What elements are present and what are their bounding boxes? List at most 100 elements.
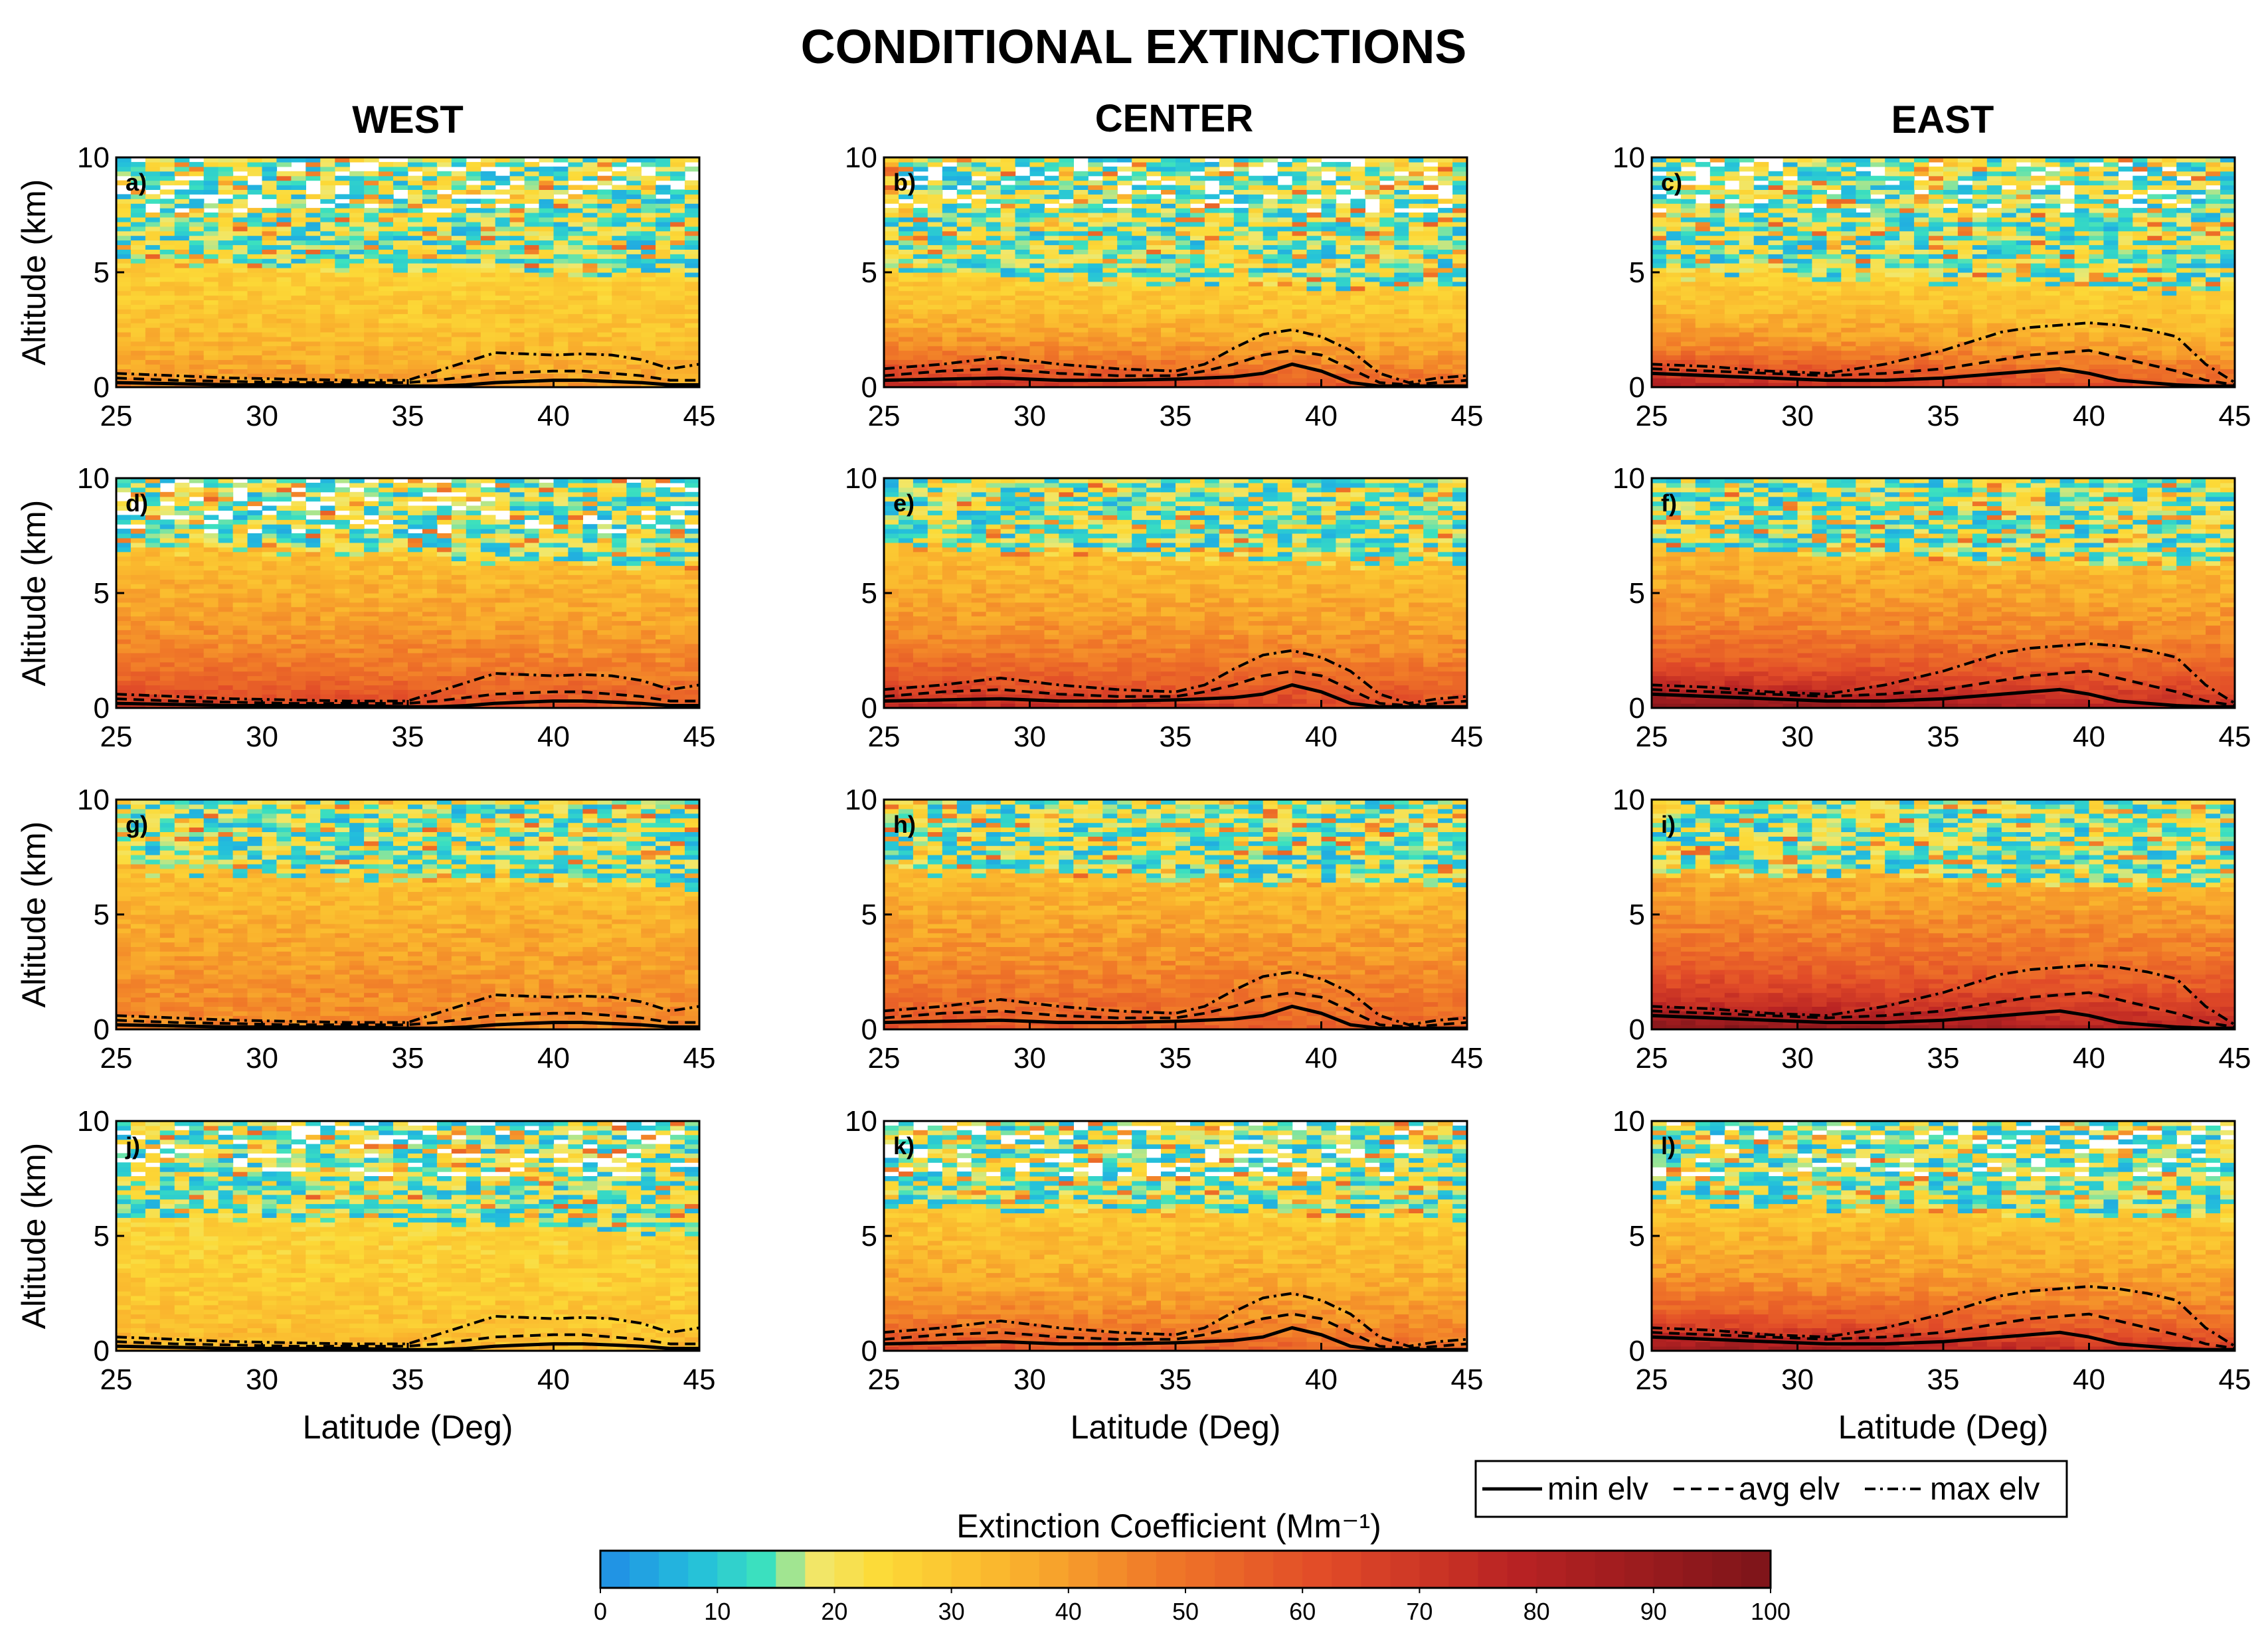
heatmap-cell — [495, 249, 511, 254]
heatmap-cell — [1709, 359, 1725, 365]
heatmap-cell — [1870, 350, 1885, 356]
heatmap-cell — [641, 300, 656, 305]
heatmap-cell — [130, 383, 146, 388]
heatmap-cell — [1957, 249, 1973, 254]
heatmap-cell — [364, 345, 379, 351]
heatmap-cell — [1350, 276, 1365, 282]
heatmap-cell — [927, 355, 943, 361]
heatmap-cell — [568, 276, 583, 282]
heatmap-cell — [641, 249, 656, 254]
heatmap-cell — [130, 240, 146, 246]
heatmap-cell — [927, 300, 943, 305]
heatmap-cell — [1044, 226, 1060, 232]
heatmap-cell — [1350, 213, 1365, 218]
heatmap-cell — [1423, 199, 1439, 204]
heatmap-cell — [1739, 345, 1755, 351]
heatmap-cell — [1856, 336, 1871, 342]
heatmap-cell — [379, 313, 394, 319]
heatmap-cell — [655, 290, 671, 296]
heatmap-cell — [1350, 350, 1365, 356]
heatmap-cell — [349, 240, 365, 246]
heatmap-cell — [1029, 249, 1045, 254]
heatmap-cell — [1204, 345, 1220, 351]
heatmap-cell — [1452, 254, 1468, 259]
heatmap-cell — [1826, 208, 1842, 213]
heatmap-cell — [1015, 268, 1031, 273]
heatmap-cell — [130, 203, 146, 209]
heatmap-cell — [1972, 171, 1988, 177]
heatmap-cell — [1438, 244, 1453, 250]
heatmap-cell — [1263, 185, 1278, 190]
heatmap-cell — [291, 185, 306, 190]
heatmap-cell — [626, 313, 642, 319]
heatmap-cell — [913, 300, 928, 305]
heatmap-cell — [174, 203, 190, 209]
heatmap-cell — [1263, 263, 1278, 268]
heatmap-cell — [1190, 318, 1205, 323]
heatmap-cell — [1365, 185, 1380, 190]
heatmap-cell — [436, 300, 452, 305]
heatmap-cell — [655, 359, 671, 365]
heatmap-cell — [247, 240, 263, 246]
heatmap-cell — [1929, 244, 1944, 250]
heatmap-cell — [480, 369, 496, 374]
heatmap-cell — [942, 258, 958, 264]
heatmap-cell — [1161, 199, 1176, 204]
heatmap-cell — [1336, 309, 1351, 314]
heatmap-cell — [379, 171, 394, 177]
heatmap-cell — [1292, 373, 1308, 379]
heatmap-cell — [539, 240, 555, 246]
heatmap-cell — [305, 175, 321, 181]
heatmap-cell — [1870, 332, 1885, 337]
heatmap-cell — [1204, 309, 1220, 314]
heatmap-cell — [685, 185, 700, 190]
heatmap-cell — [1088, 309, 1103, 314]
heatmap-cell — [1666, 304, 1682, 309]
heatmap-cell — [218, 230, 234, 236]
heatmap-cell — [1438, 258, 1453, 264]
heatmap-cell — [1885, 304, 1900, 309]
heatmap-cell — [1972, 203, 1988, 209]
heatmap-cell — [1768, 350, 1784, 356]
heatmap-cell — [1885, 189, 1900, 195]
heatmap-cell — [349, 230, 365, 236]
heatmap-cell — [466, 350, 481, 356]
heatmap-cell — [466, 208, 481, 213]
heatmap-cell — [189, 258, 205, 264]
heatmap-cell — [1029, 226, 1045, 232]
heatmap-cell — [1146, 295, 1162, 301]
heatmap-cell — [1219, 240, 1235, 246]
heatmap-cell — [1306, 332, 1322, 337]
heatmap-cell — [1885, 175, 1900, 181]
heatmap-cell — [582, 226, 598, 232]
heatmap-cell — [1059, 254, 1074, 259]
heatmap-cell — [1452, 185, 1468, 190]
heatmap-cell — [1277, 226, 1293, 232]
heatmap-cell — [612, 213, 627, 218]
heatmap-cell — [1709, 230, 1725, 236]
heatmap-cell — [1452, 364, 1468, 369]
heatmap-cell — [1044, 383, 1060, 388]
heatmap-cell — [393, 290, 408, 296]
heatmap-cell — [1452, 300, 1468, 305]
heatmap-cell — [1277, 199, 1293, 204]
heatmap-cell — [1666, 171, 1682, 177]
heatmap-cell — [1841, 309, 1856, 314]
heatmap-cell — [1885, 203, 1900, 209]
heatmap-cell — [1452, 327, 1468, 333]
heatmap-cell — [1739, 313, 1755, 319]
heatmap-cell — [1783, 345, 1798, 351]
heatmap-cell — [1783, 185, 1798, 190]
heatmap-cell — [626, 304, 642, 309]
heatmap-cell — [1739, 249, 1755, 254]
heatmap-cell — [1263, 341, 1278, 347]
heatmap-cell — [1029, 332, 1045, 337]
heatmap-cell — [1452, 157, 1468, 163]
heatmap-cell — [1666, 203, 1682, 209]
heatmap-cell — [670, 369, 685, 374]
heatmap-cell — [1680, 286, 1696, 292]
heatmap-cell — [913, 263, 928, 268]
heatmap-cell — [335, 244, 350, 250]
heatmap-cell — [986, 272, 1002, 278]
heatmap-cell — [305, 230, 321, 236]
